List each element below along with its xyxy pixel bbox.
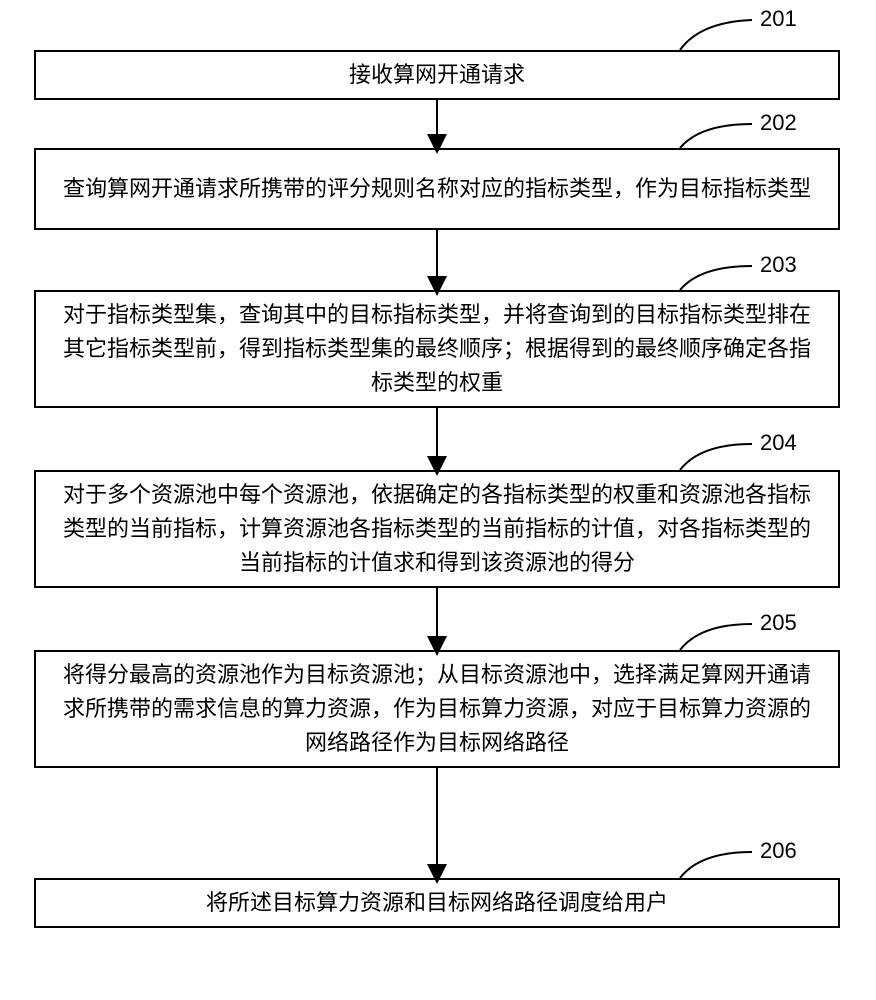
step-number-label: 205 [760, 610, 797, 636]
label-text: 202 [760, 110, 797, 135]
step-number-label: 203 [760, 252, 797, 278]
flow-node-204: 对于多个资源池中每个资源池，依据确定的各指标类型的权重和资源池各指标类型的当前指… [34, 470, 840, 588]
flow-node-text: 将得分最高的资源池作为目标资源池；从目标资源池中，选择满足算网开通请求所携带的需… [54, 658, 820, 760]
label-text: 201 [760, 6, 797, 31]
label-text: 204 [760, 430, 797, 455]
flow-node-text: 对于多个资源池中每个资源池，依据确定的各指标类型的权重和资源池各指标类型的当前指… [54, 478, 820, 580]
step-number-label: 204 [760, 430, 797, 456]
flow-node-203: 对于指标类型集，查询其中的目标指标类型，并将查询到的目标指标类型排在其它指标类型… [34, 290, 840, 408]
flow-node-202: 查询算网开通请求所携带的评分规则名称对应的指标类型，作为目标指标类型 [34, 148, 840, 230]
flow-node-206: 将所述目标算力资源和目标网络路径调度给用户 [34, 878, 840, 928]
step-number-label: 206 [760, 838, 797, 864]
label-text: 203 [760, 252, 797, 277]
flow-node-text: 对于指标类型集，查询其中的目标指标类型，并将查询到的目标指标类型排在其它指标类型… [54, 298, 820, 400]
step-number-label: 202 [760, 110, 797, 136]
step-number-label: 201 [760, 6, 797, 32]
flow-node-text: 将所述目标算力资源和目标网络路径调度给用户 [206, 886, 668, 920]
flow-node-text: 查询算网开通请求所携带的评分规则名称对应的指标类型，作为目标指标类型 [63, 172, 811, 206]
flow-node-205: 将得分最高的资源池作为目标资源池；从目标资源池中，选择满足算网开通请求所携带的需… [34, 650, 840, 768]
flow-node-text: 接收算网开通请求 [349, 58, 525, 92]
flowchart-canvas: 接收算网开通请求 查询算网开通请求所携带的评分规则名称对应的指标类型，作为目标指… [0, 0, 876, 1000]
label-text: 206 [760, 838, 797, 863]
flow-node-201: 接收算网开通请求 [34, 50, 840, 100]
label-text: 205 [760, 610, 797, 635]
